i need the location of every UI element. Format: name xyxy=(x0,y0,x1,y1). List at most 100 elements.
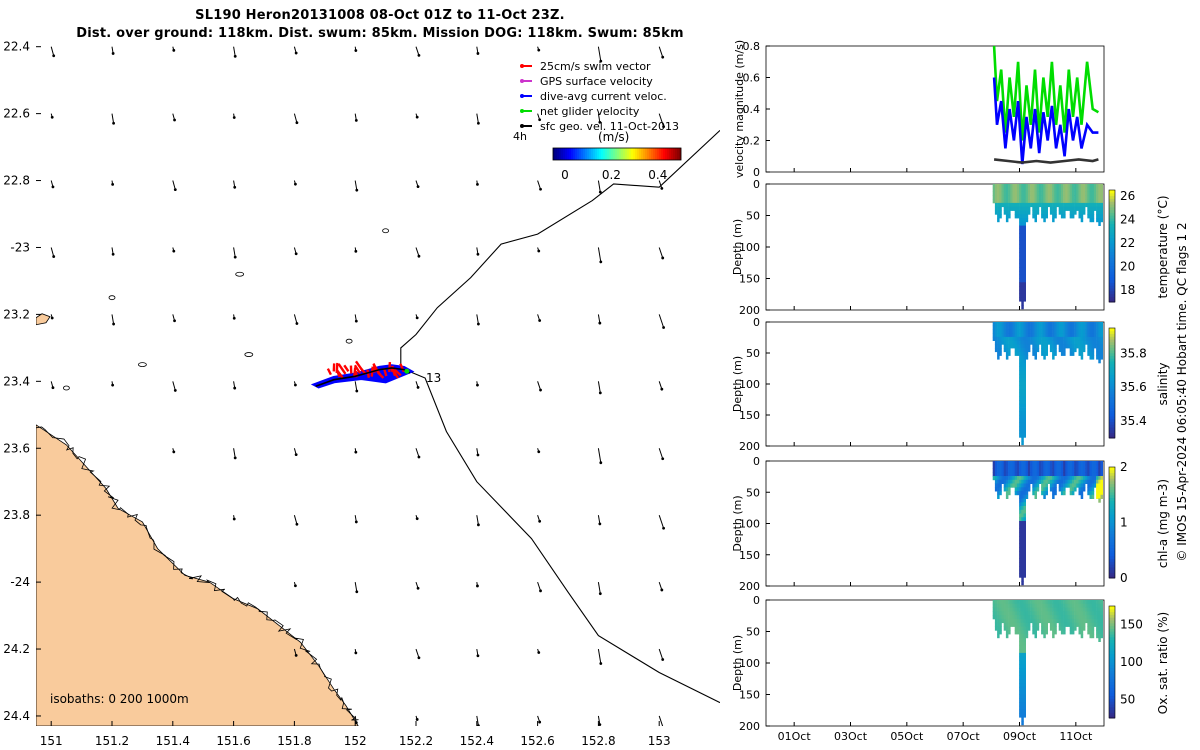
chlorophyll-cell xyxy=(1063,461,1066,466)
temperature-cell xyxy=(1098,210,1101,215)
temperature-cell xyxy=(1100,206,1103,211)
salinity-cell xyxy=(1030,336,1033,341)
chlorophyll-cell xyxy=(1023,472,1026,477)
oxygen-cell xyxy=(1014,603,1018,608)
salinity-cell xyxy=(1052,340,1055,345)
salinity-cell xyxy=(1100,348,1103,353)
current-vector-head xyxy=(233,54,237,58)
oxygen-cell xyxy=(999,611,1002,616)
colorbar-cell xyxy=(1109,608,1115,613)
salinity-cell xyxy=(1041,348,1044,353)
current-vector-head xyxy=(538,118,542,122)
chlorophyll-cell xyxy=(1016,479,1020,484)
salinity-cell xyxy=(1001,322,1004,327)
temperature-cell xyxy=(1056,191,1059,196)
current-vector-head xyxy=(355,188,359,192)
oxygen-cell xyxy=(1038,607,1042,612)
colorbar-cell xyxy=(619,148,622,160)
salinity-cell xyxy=(1049,329,1053,334)
chlorophyll-cell xyxy=(1023,521,1026,526)
chlorophyll-cell xyxy=(1012,472,1015,477)
salinity-cell xyxy=(999,336,1002,341)
temperature-cell xyxy=(1030,187,1033,192)
legend-swatch-head xyxy=(520,64,524,68)
oxygen-cell xyxy=(1065,618,1068,624)
salinity-cell xyxy=(1076,325,1079,330)
colorbar-cell xyxy=(603,148,606,160)
temperature-cell xyxy=(1080,210,1084,215)
chlorophyll-cell xyxy=(1032,472,1035,477)
temperature-cell xyxy=(1080,202,1084,208)
colorbar-cell xyxy=(1109,564,1115,568)
oxygen-cell xyxy=(997,630,1000,635)
temperature-cell xyxy=(1080,191,1084,196)
oxygen-cell xyxy=(1091,618,1095,624)
oxygen-cell xyxy=(1021,603,1024,608)
colorbar-cell xyxy=(1109,358,1115,362)
salinity-cell xyxy=(1032,351,1035,356)
temperature-cell xyxy=(1014,202,1018,208)
oxygen-cell xyxy=(1010,603,1013,608)
temperature-cell xyxy=(1016,202,1020,208)
salinity-cell xyxy=(1032,329,1035,334)
temperature-cell xyxy=(1100,218,1103,223)
temperature-cell xyxy=(1049,191,1053,196)
temperature-cell xyxy=(1082,199,1086,204)
oxygen-cell xyxy=(1023,600,1026,605)
temperature-cell xyxy=(1034,191,1037,196)
salinity-cell xyxy=(1023,381,1026,386)
temperature-cell xyxy=(1005,210,1009,215)
salinity-cell xyxy=(1005,329,1009,334)
colorbar-cell xyxy=(1109,251,1115,255)
temperature-cell xyxy=(1049,184,1053,189)
chlorophyll-cell xyxy=(1058,472,1062,477)
current-vector xyxy=(597,582,601,594)
current-vector-head xyxy=(476,252,480,256)
colorbar-cell xyxy=(1109,681,1115,685)
colorbar-cell xyxy=(1109,262,1115,267)
salinity-cell xyxy=(1010,344,1013,349)
oxygen-cell xyxy=(1080,634,1084,639)
chlorophyll-cell xyxy=(1096,483,1099,488)
oxygen-cell xyxy=(1091,634,1095,639)
salinity-cell xyxy=(1091,325,1095,330)
chlorophyll-cell xyxy=(1023,532,1026,537)
chlorophyll-cell xyxy=(1045,468,1048,473)
temperature-cell xyxy=(1019,278,1022,283)
temperature-cell xyxy=(1056,202,1059,208)
temperature-cell xyxy=(1043,214,1046,219)
chlorophyll-cell xyxy=(1078,491,1081,496)
salinity-cell xyxy=(994,333,998,338)
oxygen-cell xyxy=(1005,634,1009,639)
salinity-cell xyxy=(1008,322,1011,327)
chlorophyll-cell xyxy=(1047,476,1051,481)
swim-vector xyxy=(390,367,400,379)
colorbar-cell xyxy=(1109,561,1115,565)
chlorophyll-cell xyxy=(1034,464,1037,469)
colorbar-cell xyxy=(1109,503,1115,507)
temperature-cell xyxy=(1027,187,1031,192)
salinity-cell xyxy=(1098,351,1101,356)
colorbar-frame xyxy=(1108,466,1116,579)
temperature-cell xyxy=(1016,184,1020,189)
oxygen-cell xyxy=(1019,649,1022,654)
chlorophyll-cell xyxy=(1021,472,1024,477)
temperature-cell xyxy=(1047,195,1051,200)
oxygen-cell xyxy=(1089,611,1092,616)
oxygen-cell xyxy=(1047,618,1051,624)
chlorophyll-cell xyxy=(1027,487,1031,492)
salinity-colorbar-label: salinity xyxy=(1156,362,1170,405)
chlorophyll-cell xyxy=(1080,491,1084,496)
x-tick-label: 151.6 xyxy=(216,734,250,748)
oxygen-cell xyxy=(1038,603,1042,608)
oxygen-cell xyxy=(1071,607,1075,612)
salinity-cell xyxy=(1023,389,1026,394)
y-tick-label: 150 xyxy=(739,689,760,702)
oxygen-cell xyxy=(1012,615,1015,620)
oxygen-cell xyxy=(1085,618,1088,624)
salinity-cell xyxy=(1014,325,1018,330)
y-tick-label: 22.8 xyxy=(3,174,30,188)
salinity-cell xyxy=(1089,340,1092,345)
chlorophyll-cell xyxy=(1071,461,1075,466)
